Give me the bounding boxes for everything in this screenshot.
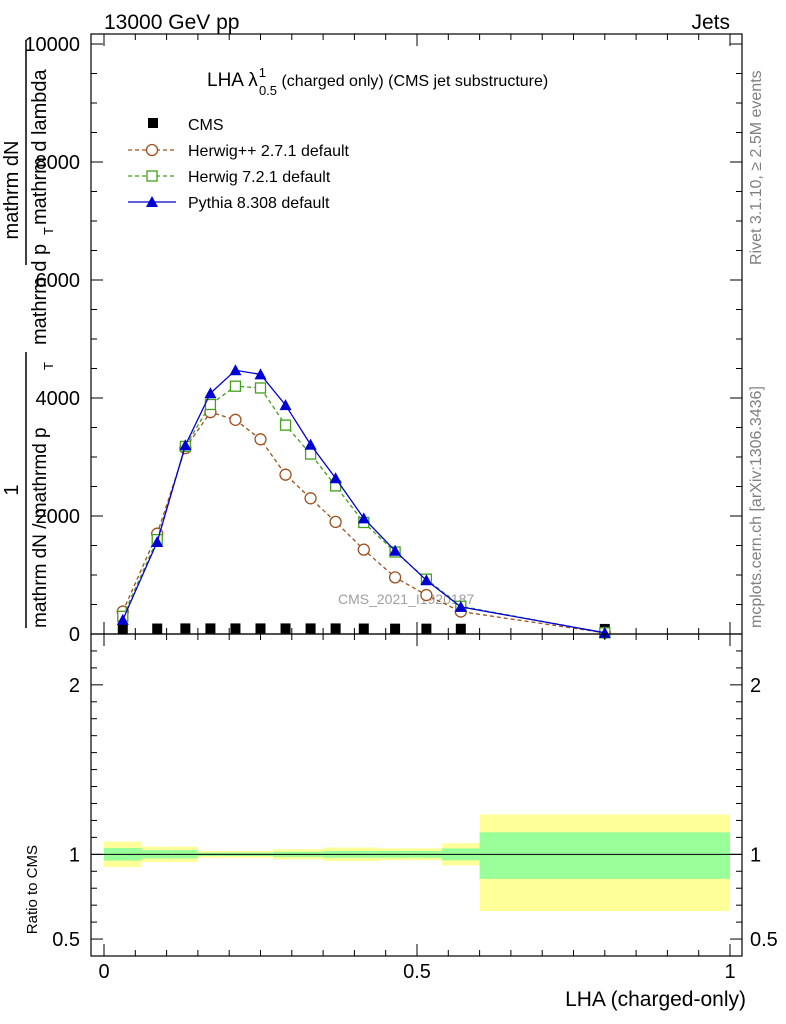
- mcplots-label: mcplots.cern.ch [arXiv:1306.3436]: [748, 386, 765, 628]
- ratio-tick-labels: 0.5 0.5 1 1 2 2 0 0.5 1: [52, 675, 778, 983]
- data-point: [420, 574, 433, 586]
- data-point: [421, 623, 432, 634]
- plot-title-main: LHA λ: [207, 70, 258, 91]
- data-point: [329, 472, 342, 484]
- data-point: [304, 438, 317, 450]
- data-point: [357, 512, 370, 524]
- data-point: [152, 623, 163, 634]
- ratio-inner-band: [479, 832, 730, 879]
- data-point: [304, 492, 317, 505]
- legend-marker-herwig7: [146, 170, 158, 182]
- y-label-denominator-sub: T: [41, 362, 56, 370]
- x-tick-label: 1: [724, 961, 735, 983]
- rivet-label: Rivet 3.1.10, ≥ 2.5M events: [748, 70, 765, 265]
- data-point: [598, 626, 611, 638]
- y-label-denominator: mathrm dN / mathrmd p: [30, 427, 51, 628]
- data-point: [279, 399, 292, 411]
- ratio-y-tick-label-right: 1: [750, 844, 761, 866]
- data-point: [304, 448, 317, 460]
- series-line: [122, 369, 605, 634]
- data-point: [455, 623, 466, 634]
- y-tick-label: 8000: [36, 152, 81, 174]
- data-point: [357, 543, 370, 556]
- data-point: [230, 623, 241, 634]
- legend-item-herwigpp: Herwig++ 2.7.1 default: [128, 143, 350, 160]
- y-tick-label: 6000: [36, 270, 81, 292]
- legend-item-pythia: Pythia 8.308 default: [128, 195, 330, 212]
- ratio-y-tick-label: 0.5: [52, 929, 80, 951]
- x-tick-label: 0: [98, 961, 109, 983]
- data-point: [179, 439, 192, 451]
- legend-label-herwig7: Herwig 7.2.1 default: [188, 169, 331, 186]
- main-y-tick-labels: 0 2000 4000 6000 8000 10000: [24, 34, 80, 646]
- data-point: [279, 419, 292, 431]
- main-y-ticks: [91, 34, 742, 635]
- ratio-y-tick-label: 2: [69, 675, 80, 697]
- data-point: [280, 623, 291, 634]
- ratio-y-label: Ratio to CMS: [24, 845, 41, 934]
- plot-title-rest: (charged only) (CMS jet substructure): [277, 73, 548, 90]
- plot-title-sup: 1: [259, 65, 266, 80]
- data-point: [229, 364, 242, 376]
- data-point: [389, 544, 402, 556]
- x-tick-label: 0.5: [403, 961, 431, 983]
- legend-marker-pythia: [146, 196, 158, 207]
- plot-title-sub: 0.5: [259, 83, 277, 98]
- data-point: [305, 623, 316, 634]
- data-point: [151, 535, 164, 547]
- legend-label-pythia: Pythia 8.308 default: [188, 195, 330, 212]
- data-point: [329, 515, 342, 529]
- series-cms: [117, 623, 610, 634]
- legend-item-cms: CMS: [148, 117, 224, 134]
- data-point: [117, 623, 128, 634]
- y-label-dn: mathrm dN: [1, 141, 23, 240]
- data-point: [254, 382, 267, 394]
- header-left: 13000 GeV pp: [104, 11, 239, 34]
- legend-marker-cms: [148, 118, 158, 128]
- main-y-label: 1 mathrm dN / mathrmd p T mathrm dN math…: [1, 40, 56, 628]
- data-point: [205, 623, 216, 634]
- y-label-numerator: 1: [1, 484, 23, 495]
- ratio-y-tick-label-right: 0.5: [750, 929, 778, 951]
- ratio-y-tick-label-right: 2: [750, 675, 761, 697]
- legend-label-cms: CMS: [188, 117, 224, 134]
- ratio-ticks: [91, 634, 742, 956]
- data-point: [254, 368, 267, 380]
- header-right: Jets: [691, 11, 730, 34]
- data-point: [390, 623, 401, 634]
- legend-label-herwigpp: Herwig++ 2.7.1 default: [188, 143, 350, 160]
- data-point: [180, 623, 191, 634]
- data-point: [454, 600, 467, 612]
- legend-item-herwig7: Herwig 7.2.1 default: [128, 169, 331, 186]
- data-point: [229, 380, 242, 392]
- legend: CMS Herwig++ 2.7.1 default Herwig 7.2.1 …: [128, 117, 350, 212]
- data-point: [254, 433, 267, 446]
- ratio-band-layer: [91, 814, 742, 912]
- y-tick-label: 10000: [24, 34, 80, 56]
- y-label-dpt: mathrm d p: [29, 244, 51, 345]
- data-point: [116, 613, 129, 625]
- analysis-watermark: CMS_2021_I1920187: [338, 591, 474, 607]
- ratio-y-tick-label: 1: [69, 844, 80, 866]
- main-series-layer: [116, 364, 611, 639]
- data-point: [255, 623, 266, 634]
- y-label-dlambda: mathrm d lambda: [29, 69, 51, 225]
- y-tick-label: 0: [69, 624, 80, 646]
- y-tick-label: 4000: [36, 388, 81, 410]
- data-point: [229, 413, 242, 426]
- y-tick-label: 2000: [36, 506, 81, 528]
- data-point: [279, 468, 292, 481]
- data-point: [388, 571, 402, 584]
- data-point: [330, 623, 341, 634]
- data-point: [358, 623, 369, 634]
- data-point: [420, 588, 433, 602]
- legend-marker-herwigpp: [145, 143, 159, 157]
- y-label-dpt-sub: T: [41, 227, 56, 235]
- data-point: [204, 387, 217, 399]
- x-axis-label: LHA (charged-only): [565, 988, 746, 1011]
- series-pythia-8-308-default: [116, 364, 611, 638]
- plot-title: LHA λ1 0.5 (charged only) (CMS jet substr…: [207, 65, 548, 98]
